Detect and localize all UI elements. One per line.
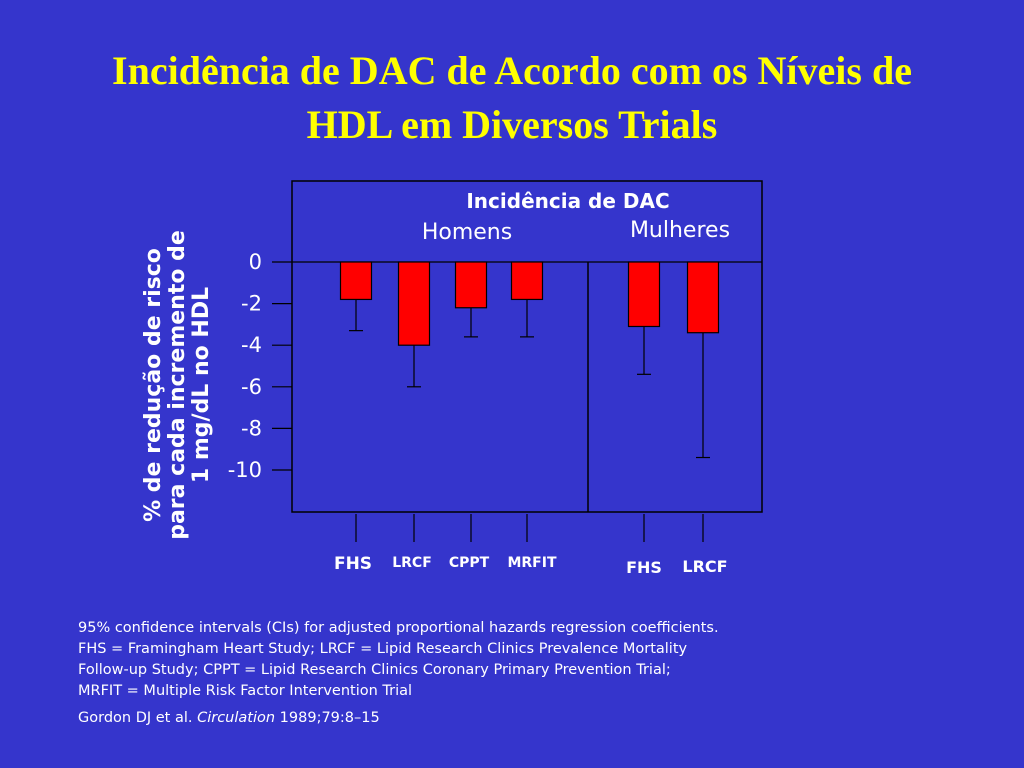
citation: Gordon DJ et al. Circulation 1989;79:8–1… (78, 708, 978, 729)
x-tick-label: FHS (334, 554, 372, 574)
y-tick-label: -2 (241, 292, 262, 316)
group-label-women: Mulheres (630, 218, 730, 243)
bar (686, 261, 720, 334)
footnote-line-4: MRFIT = Multiple Risk Factor Interventio… (78, 683, 413, 699)
chart-title: Incidência de DAC (466, 189, 669, 213)
citation-authors: Gordon DJ et al. (78, 710, 198, 726)
y-axis-ticks: 0 -2 -4 -6 -8 -10 (228, 250, 292, 482)
footnotes: 95% confidence intervals (CIs) for adjus… (78, 618, 978, 729)
footnote-line-3: Follow-up Study; CPPT = Lipid Research C… (78, 662, 671, 678)
y-tick-label: -8 (241, 416, 262, 440)
y-tick-label: 0 (249, 250, 262, 274)
slide-title: Incidência de DAC de Acordo com os Nívei… (20, 44, 1004, 152)
x-tick-label: MRFIT (507, 555, 556, 571)
y-axis-label-line-3: 1 mg/dL no HDL (189, 287, 214, 483)
y-tick-label: -10 (228, 458, 262, 482)
bars (339, 261, 720, 459)
footnote-line-2: FHS = Framingham Heart Study; LRCF = Lip… (78, 641, 688, 657)
citation-details: 1989;79:8–15 (275, 710, 380, 726)
y-axis-label: % de redução de risco para cada incremen… (141, 230, 214, 540)
x-tick-label: LRCF (682, 557, 727, 576)
x-tick-label: CPPT (449, 555, 490, 571)
x-axis-ticks: FHS LRCF CPPT MRFIT FHS LRCF (334, 514, 728, 577)
slide-title-line-2: HDL em Diversos Trials (306, 102, 718, 147)
x-tick-label: LRCF (392, 555, 432, 571)
y-tick-label: -6 (241, 375, 262, 399)
slide-title-line-1: Incidência de DAC de Acordo com os Nívei… (112, 48, 912, 93)
x-tick-label: FHS (626, 558, 662, 577)
bar (627, 261, 661, 328)
group-label-men: Homens (422, 220, 512, 245)
footnote-line-1: 95% confidence intervals (CIs) for adjus… (78, 620, 719, 636)
y-tick-label: -4 (241, 333, 262, 357)
bar (339, 261, 373, 301)
bar (454, 261, 488, 309)
y-axis-label-line-1: % de redução de risco (141, 248, 166, 522)
citation-journal: Circulation (197, 710, 276, 726)
y-axis-label-line-2: para cada incremento de (165, 230, 190, 540)
bar (510, 261, 544, 301)
bar (397, 261, 431, 346)
plot-frame (291, 180, 763, 513)
